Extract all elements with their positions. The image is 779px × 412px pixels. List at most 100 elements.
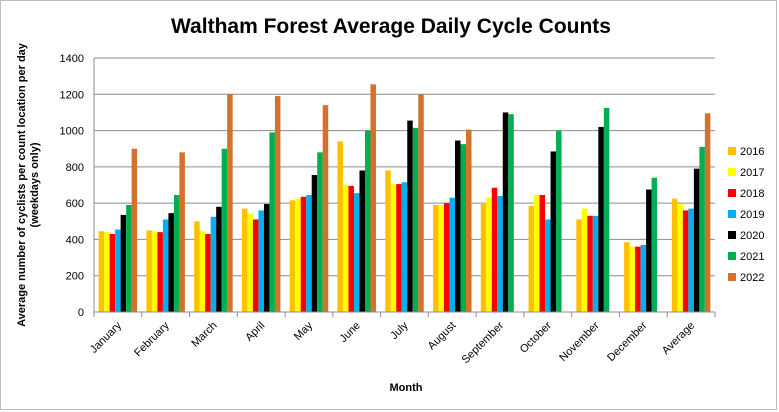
bar-2019-october <box>545 219 551 312</box>
bar-2018-june <box>348 185 354 312</box>
legend-label-2021: 2021 <box>740 251 764 263</box>
bar-2021-february <box>173 194 180 312</box>
legend-label-2019: 2019 <box>740 209 764 221</box>
bar-2021-may <box>317 152 323 312</box>
x-tick-label: June <box>337 320 362 345</box>
y-tick-label: 0 <box>78 307 84 319</box>
legend-swatch-2019 <box>728 210 736 218</box>
bar-2016-average <box>671 198 678 312</box>
y-tick-label: 1400 <box>60 53 84 65</box>
x-tick-label: April <box>243 320 267 344</box>
bar-2019-march <box>210 216 217 312</box>
bar-2021-september <box>508 114 514 313</box>
bar-2022-january <box>131 148 138 312</box>
bar-2018-january <box>109 233 116 312</box>
x-axis-title: Month <box>390 382 423 394</box>
x-tick-labels: January February March April May June July Augu… <box>88 319 697 366</box>
bar-2017-may <box>295 198 301 312</box>
legend-label-2018: 2018 <box>740 188 764 200</box>
bar-2020-august <box>455 140 461 312</box>
x-tick-label: February <box>132 319 172 359</box>
bar-2019-may <box>306 194 312 312</box>
x-tick-label: July <box>388 319 411 342</box>
bar-2021-july <box>412 127 419 312</box>
bar-2019-january <box>115 229 121 312</box>
x-tick-label: January <box>88 319 125 356</box>
bar-2022-august <box>466 129 472 312</box>
bar-2017-november <box>581 208 588 312</box>
legend-swatch-2022 <box>728 273 736 281</box>
bar-2022-february <box>179 152 185 312</box>
bar-2021-august <box>460 144 467 312</box>
bar-2018-november <box>587 215 593 312</box>
bar-2019-november <box>592 215 599 312</box>
bar-2016-february <box>146 230 152 312</box>
bar-2016-august <box>433 204 439 312</box>
bar-2017-average <box>677 204 683 312</box>
bar-2018-august <box>444 203 450 312</box>
legend-swatch-2017 <box>728 168 736 176</box>
bar-2016-september <box>480 204 487 312</box>
axes <box>93 58 716 317</box>
x-tick-label: March <box>189 320 219 350</box>
bar-2019-december <box>640 244 647 312</box>
bars <box>98 84 711 313</box>
bar-2019-august <box>449 197 456 312</box>
bar-2021-october <box>556 130 562 312</box>
y-axis-title-line-2: (weekdays only) <box>29 142 41 227</box>
x-tick-label: September <box>460 319 507 366</box>
bar-2022-april <box>274 96 281 312</box>
bar-2020-average <box>693 168 700 312</box>
bar-2022-average <box>704 113 711 312</box>
legend: 2016 2017 2018 2019 2020 2021 2022 <box>728 146 764 284</box>
bar-2020-march <box>216 206 222 312</box>
bar-2016-may <box>289 200 296 312</box>
legend-label-2020: 2020 <box>740 230 764 242</box>
bar-2018-december <box>635 246 641 312</box>
bar-2019-april <box>258 210 264 312</box>
bar-2021-november <box>603 107 610 312</box>
legend-swatch-2020 <box>728 231 736 239</box>
legend-label-2016: 2016 <box>740 146 764 158</box>
bar-2018-september <box>491 187 498 312</box>
bar-2020-december <box>646 189 652 312</box>
bar-2018-average <box>682 210 689 312</box>
legend-swatch-2021 <box>728 252 736 260</box>
bar-2016-november <box>576 219 582 312</box>
bar-2020-january <box>120 214 127 312</box>
bar-2020-july <box>407 120 413 312</box>
chart-title: Waltham Forest Average Daily Cycle Count… <box>171 15 611 38</box>
x-tick-label: August <box>426 320 459 353</box>
bar-2020-november <box>598 126 604 312</box>
bar-2017-march <box>199 231 206 312</box>
bar-2022-june <box>370 84 376 312</box>
bar-2018-may <box>300 196 307 312</box>
bar-2017-july <box>390 184 397 312</box>
bar-2018-february <box>157 232 163 312</box>
x-tick-label: December <box>605 319 650 364</box>
bar-2021-average <box>699 146 705 312</box>
bar-2016-april <box>241 208 248 312</box>
bar-2016-march <box>194 221 200 312</box>
x-tick-label: Average <box>660 320 697 357</box>
bar-2016-june <box>337 141 343 312</box>
bar-2018-july <box>396 184 402 312</box>
bar-2016-july <box>385 170 391 312</box>
bar-2022-may <box>322 105 329 312</box>
y-tick-label: 400 <box>66 234 84 246</box>
bar-2019-july <box>401 182 408 312</box>
bar-2021-june <box>364 130 371 312</box>
legend-label-2017: 2017 <box>740 167 764 179</box>
bar-2020-september <box>502 112 509 313</box>
bar-2020-june <box>359 170 365 312</box>
x-tick-label: May <box>292 319 316 343</box>
y-tick-label: 800 <box>66 162 84 174</box>
bar-2021-december <box>651 177 658 312</box>
bar-2017-december <box>629 246 636 312</box>
bar-2017-october <box>534 194 540 312</box>
bar-2017-august <box>438 204 445 312</box>
bar-2016-january <box>98 231 105 312</box>
bar-2019-average <box>688 208 694 312</box>
